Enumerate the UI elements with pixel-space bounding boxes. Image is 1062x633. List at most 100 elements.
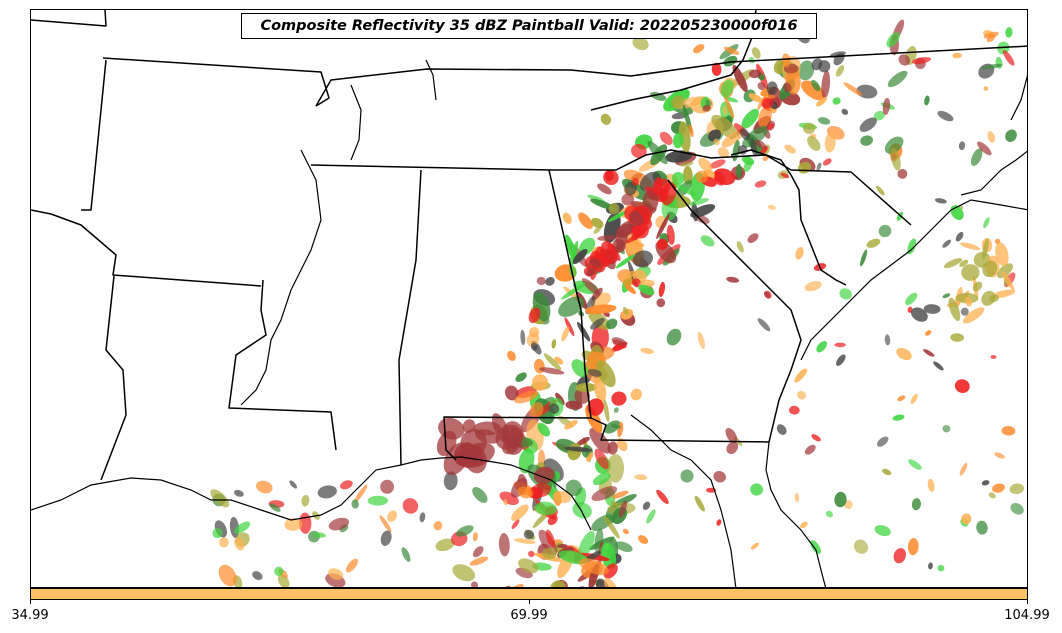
reflectivity-blob (1009, 483, 1025, 495)
reflectivity-blob (784, 144, 796, 154)
reflectivity-blob (757, 318, 771, 332)
reflectivity-blob (760, 146, 768, 155)
reflectivity-blob (981, 290, 996, 306)
reflectivity-blob (218, 537, 229, 548)
reflectivity-blob (631, 143, 647, 159)
reflectivity-blob (328, 517, 350, 531)
reflectivity-blob (942, 425, 951, 433)
reflectivity-blob (564, 419, 578, 430)
reflectivity-blob (896, 347, 912, 361)
reflectivity-blob (564, 317, 575, 337)
reflectivity-blob (452, 564, 476, 582)
boundary-line (398, 169, 422, 466)
reflectivity-blob (472, 487, 488, 503)
reflectivity-blob (589, 428, 611, 454)
reflectivity-blob (666, 328, 682, 346)
reflectivity-blob (380, 479, 395, 494)
reflectivity-blob (747, 233, 759, 243)
reflectivity-blob (284, 517, 303, 531)
reflectivity-blob (671, 181, 697, 197)
reflectivity-blob (528, 307, 541, 324)
reflectivity-blob (379, 515, 392, 533)
reflectivity-blob (911, 307, 928, 322)
reflectivity-blob (354, 484, 368, 503)
reflectivity-blob (721, 129, 744, 148)
reflectivity-blob (456, 525, 474, 537)
reflectivity-blob (578, 212, 593, 230)
reflectivity-blob (594, 377, 607, 403)
reflectivity-blob (766, 81, 778, 95)
reflectivity-blob (834, 491, 847, 508)
reflectivity-blob (742, 125, 769, 148)
reflectivity-blob (950, 333, 964, 342)
reflectivity-blob (896, 211, 904, 221)
reflectivity-blob (1001, 425, 1016, 436)
reflectivity-blob (800, 521, 808, 529)
reflectivity-blob (923, 304, 941, 314)
reflectivity-blob (591, 486, 618, 502)
reflectivity-blob (535, 501, 557, 515)
reflectivity-blob (834, 342, 846, 348)
reflectivity-blob (317, 485, 337, 499)
reflectivity-blob (565, 400, 583, 410)
reflectivity-blob (380, 530, 392, 546)
reflectivity-blob (671, 95, 684, 109)
coast-line (630, 414, 737, 587)
reflectivity-blob (252, 571, 263, 581)
reflectivity-blob (887, 70, 908, 88)
reflectivity-blob (658, 281, 666, 297)
reflectivity-blob (553, 490, 572, 504)
coast-line (240, 149, 322, 406)
reflectivity-blob (576, 321, 591, 342)
boundary-line (730, 149, 847, 286)
reflectivity-blob (873, 110, 885, 121)
reflectivity-blob (572, 248, 588, 265)
reflectivity-blob (600, 542, 617, 569)
reflectivity-blob (256, 480, 273, 494)
reflectivity-blob (590, 318, 605, 330)
reflectivity-blob (950, 205, 964, 220)
reflectivity-blob (983, 217, 990, 228)
reflectivity-blob (981, 63, 1003, 70)
reflectivity-blob (642, 189, 659, 212)
reflectivity-blob (925, 330, 932, 336)
reflectivity-blob (876, 185, 885, 196)
reflectivity-blob (631, 177, 640, 186)
coast-line (350, 84, 362, 161)
reflectivity-blob (708, 129, 722, 142)
reflectivity-blob (943, 258, 963, 269)
reflectivity-blob (590, 198, 615, 210)
reflectivity-blob (572, 502, 592, 519)
reflectivity-blob (841, 108, 849, 115)
reflectivity-blob (504, 385, 519, 401)
reflectivity-blob (600, 113, 612, 125)
reflectivity-blob (561, 326, 570, 342)
reflectivity-blob (783, 82, 792, 93)
reflectivity-blob (656, 213, 670, 239)
reflectivity-blob (550, 580, 566, 587)
boundary-line (443, 169, 592, 461)
reflectivity-blob (529, 402, 544, 419)
reflectivity-blob (672, 132, 684, 149)
boundary-line (590, 417, 770, 443)
reflectivity-blob (443, 471, 458, 491)
reflectivity-blob (615, 541, 633, 553)
reflectivity-blob (610, 424, 621, 429)
reflectivity-blob (680, 469, 694, 483)
reflectivity-blob (586, 452, 594, 462)
reflectivity-blob (817, 117, 831, 125)
reflectivity-blob (543, 353, 562, 371)
reflectivity-blob (531, 374, 549, 391)
reflectivity-blob (804, 281, 822, 292)
reflectivity-blob (462, 419, 476, 433)
reflectivity-blob (460, 442, 475, 458)
reflectivity-blob (1001, 271, 1015, 291)
reflectivity-blob (340, 480, 353, 490)
reflectivity-blob (289, 480, 298, 489)
reflectivity-blob (700, 235, 715, 247)
reflectivity-blob (962, 307, 985, 324)
reflectivity-blob (976, 520, 988, 535)
reflectivity-blob (517, 486, 533, 499)
reflectivity-blob (758, 105, 772, 128)
reflectivity-blob (978, 63, 995, 79)
